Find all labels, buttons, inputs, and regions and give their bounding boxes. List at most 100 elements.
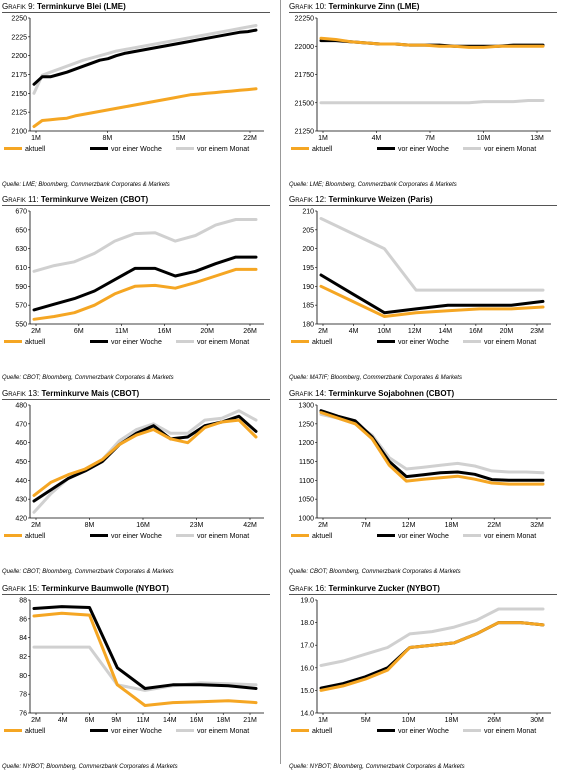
chart-title: Grafik 15: Terminkurve Baumwolle (NYBOT) (2, 584, 169, 593)
series-line-aktuell (319, 284, 545, 318)
legend-label: vor einer Woche (111, 728, 162, 735)
y-tick-label: 450 (15, 459, 27, 466)
legend-label: vor einer Woche (111, 146, 162, 153)
x-tick-label: 8M (102, 135, 112, 142)
chart-title-text: Terminkurve Weizen (Paris) (328, 195, 433, 204)
x-tick-label: 4M (58, 717, 68, 724)
y-tick-label: 1200 (298, 440, 314, 447)
title-rule (2, 594, 270, 595)
y-tick-label: 22250 (295, 16, 315, 23)
x-tick-label: 7M (361, 522, 371, 529)
chart-title-text: Terminkurve Weizen (CBOT) (40, 195, 149, 204)
x-tick-label: 11M (136, 717, 149, 724)
x-tick-label: 1M (318, 717, 328, 724)
x-tick-label: 1M (318, 135, 328, 142)
x-tick-label: 23M (530, 328, 544, 335)
y-tick-label: 190 (302, 284, 314, 291)
chart-source: Quelle: NYBOT; Bloomberg, Commerzbank Co… (289, 764, 465, 770)
y-tick-label: 2225 (11, 34, 27, 41)
x-tick-label: 7M (425, 135, 435, 142)
chart-title: Grafik 16: Terminkurve Zucker (NYBOT) (289, 584, 440, 593)
y-tick-label: 82 (19, 654, 27, 661)
series-line-aktuell (32, 87, 258, 128)
chart-panel-g15: Grafik 15: Terminkurve Baumwolle (NYBOT)… (2, 584, 274, 774)
x-tick-label: 15M (172, 135, 186, 142)
x-tick-label: 13M (530, 135, 544, 142)
chart-title-text: Terminkurve Sojabohnen (CBOT) (328, 389, 455, 398)
y-tick-label: 22000 (295, 44, 315, 51)
chart-svg: 1000 1050 1100 1150 1200 1250 1300 2M 7M 12M 18M 22… (291, 403, 551, 540)
chart-svg: 76 78 80 82 84 86 88 2M 4M 6M 9M 11M 14M 16M 18M 21M akt… (4, 598, 264, 735)
legend-label: vor einer Woche (111, 339, 162, 346)
title-rule (289, 205, 557, 206)
y-tick-label: 2125 (11, 110, 27, 117)
y-tick-label: 180 (302, 322, 314, 329)
x-tick-label: 18M (445, 522, 459, 529)
x-tick-label: 30M (530, 717, 544, 724)
x-tick-label: 20M (200, 328, 214, 335)
title-rule (289, 594, 557, 595)
y-tick-label: 15.0 (300, 688, 314, 695)
y-tick-label: 2175 (11, 72, 27, 79)
chart-panel-g14: Grafik 14: Terminkurve Sojabohnen (CBOT)… (289, 389, 561, 579)
x-tick-label: 9M (111, 717, 121, 724)
chart-svg: 21250 21500 21750 22000 22250 1M 4M 7M 10M 13M akt… (291, 16, 551, 153)
chart-panel-g12: Grafik 12: Terminkurve Weizen (Paris) 180… (289, 195, 561, 385)
y-tick-label: 2250 (11, 16, 27, 23)
chart-number: Grafik 10: (289, 2, 329, 11)
y-tick-label: 630 (15, 246, 27, 253)
chart-title-text: Terminkurve Zucker (NYBOT) (328, 584, 440, 593)
x-tick-label: 2M (31, 328, 41, 335)
y-tick-label: 84 (19, 635, 27, 642)
y-tick-label: 195 (302, 265, 314, 272)
y-tick-label: 440 (15, 478, 27, 485)
x-tick-label: 23M (190, 522, 204, 529)
y-tick-label: 14.0 (300, 711, 314, 718)
chart-panel-g9: Grafik 9: Terminkurve Blei (LME) 2100 2125… (2, 2, 274, 192)
legend-label: aktuell (312, 146, 333, 153)
y-tick-label: 1250 (298, 421, 314, 428)
y-tick-label: 470 (15, 421, 27, 428)
y-tick-label: 19.0 (300, 598, 314, 605)
series-line-woche (32, 255, 258, 312)
legend-label: aktuell (312, 339, 333, 346)
x-tick-label: 2M (318, 522, 328, 529)
y-tick-label: 1050 (298, 497, 314, 504)
y-tick-label: 80 (19, 673, 27, 680)
chart-title: Grafik 9: Terminkurve Blei (LME) (2, 2, 126, 11)
legend-label: vor einer Woche (398, 533, 449, 540)
series-line-monat (319, 607, 545, 667)
y-tick-label: 480 (15, 403, 27, 410)
x-tick-label: 5M (361, 717, 371, 724)
chart-number: Grafik 15: (2, 584, 42, 593)
x-tick-label: 12M (408, 328, 422, 335)
chart-title-text: Terminkurve Blei (LME) (37, 2, 126, 11)
title-rule (2, 399, 270, 400)
chart-source: Quelle: CBOT; Bloomberg, Commerzbank Cor… (2, 569, 174, 575)
y-tick-label: 21750 (295, 72, 315, 79)
y-tick-label: 21500 (295, 100, 315, 107)
title-rule (289, 12, 557, 13)
x-tick-label: 4M (372, 135, 382, 142)
chart-title: Grafik 12: Terminkurve Weizen (Paris) (289, 195, 433, 204)
chart-svg: 180 185 190 195 200 205 210 2M 4M 10M 12M 14M 16M 20M… (291, 209, 551, 346)
series-line-aktuell (32, 267, 258, 321)
y-tick-label: 650 (15, 227, 27, 234)
legend-label: vor einer Woche (398, 146, 449, 153)
column-divider (280, 0, 281, 764)
chart-source: Quelle: NYBOT; Bloomberg, Commerzbank Co… (2, 764, 178, 770)
chart-svg: 14.0 15.0 16.0 17.0 18.0 19.0 1M 5M 10M 18M 26M 30M… (291, 598, 551, 735)
chart-number: Grafik 11: (2, 195, 41, 204)
x-tick-label: 16M (469, 328, 483, 335)
series-line-aktuell (319, 621, 545, 692)
legend-label: vor einem Monat (484, 533, 536, 540)
y-tick-label: 570 (15, 303, 27, 310)
series-line-woche (319, 273, 545, 315)
x-tick-label: 22M (487, 522, 501, 529)
chart-svg: 2100 2125 2150 2175 2200 2225 2250 1M 8M 15M 22M ak… (4, 16, 264, 153)
chart-number: Grafik 12: (289, 195, 329, 204)
chart-number: Grafik 14: (289, 389, 329, 398)
y-tick-label: 590 (15, 284, 27, 291)
chart-source: Quelle: CBOT; Bloomberg, Commerzbank Cor… (2, 375, 174, 381)
y-tick-label: 2150 (11, 91, 27, 98)
